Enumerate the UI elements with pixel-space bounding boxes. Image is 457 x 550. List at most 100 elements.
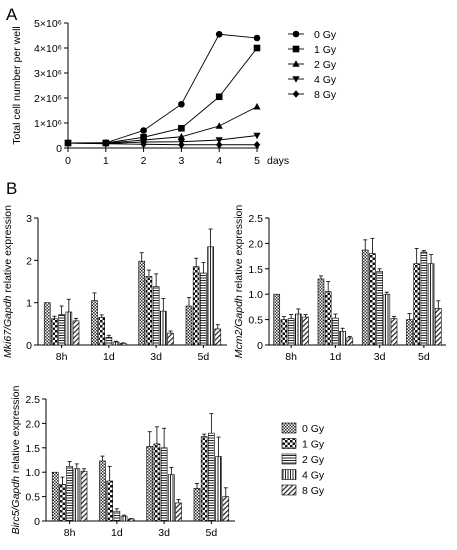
- bar-group: [66, 461, 73, 522]
- y-axis-label-gene: Mki67/Gapdh: [2, 295, 14, 358]
- bar-group: [339, 327, 346, 346]
- bar: [208, 432, 215, 522]
- series-line: [68, 47, 258, 144]
- bar: [80, 470, 88, 522]
- bar: [185, 305, 193, 346]
- bar: [91, 300, 98, 346]
- bar: [99, 460, 106, 522]
- bar-group: [146, 431, 154, 522]
- bar: [120, 515, 128, 522]
- bar: [152, 286, 160, 346]
- bar: [200, 436, 208, 522]
- bar-group: [43, 302, 51, 346]
- bar: [43, 302, 51, 346]
- bar-group: [273, 293, 281, 346]
- bar: [145, 276, 153, 346]
- bar-group: [324, 281, 332, 346]
- bar-group: [168, 466, 175, 522]
- x-tick-label: 5: [254, 155, 260, 167]
- series-2: [64, 102, 261, 147]
- legend-item: 0 Gy: [281, 422, 325, 435]
- bar: [160, 310, 167, 346]
- bar-group: [80, 468, 88, 522]
- bar: [317, 278, 325, 346]
- y-tick-label: 3×10⁶: [34, 68, 62, 80]
- y-tick-label: 4×10⁶: [34, 43, 62, 55]
- bar-group: [222, 487, 230, 522]
- bar-group: [434, 300, 442, 346]
- data-point: [178, 140, 185, 149]
- bar: [168, 474, 175, 522]
- data-point: [292, 76, 300, 83]
- x-tick-label: 8h: [285, 351, 297, 363]
- bar-group: [413, 248, 420, 346]
- legend-swatch: [281, 469, 297, 480]
- y-tick-label: 0: [34, 516, 40, 528]
- bar-group: [207, 228, 214, 346]
- data-point: [292, 30, 300, 38]
- bar: [65, 311, 73, 346]
- y-tick-label: 1.0: [25, 467, 40, 479]
- x-tick-label: 8h: [64, 527, 76, 539]
- bar: [413, 263, 420, 346]
- legend-item: 8 Gy: [281, 484, 325, 497]
- bar-group: [73, 463, 81, 522]
- legend-label: 4 Gy: [314, 74, 337, 86]
- bar: [98, 317, 105, 346]
- bar-group: [406, 313, 413, 346]
- legend-item: 2 Gy: [288, 59, 337, 71]
- legend-swatch: [281, 484, 297, 496]
- bar-group: [99, 455, 106, 522]
- legend-item: 1 Gy: [281, 438, 325, 451]
- data-point: [177, 132, 185, 140]
- data-point: [292, 45, 300, 53]
- y-tick-label: 3: [26, 213, 32, 225]
- y-tick-label: 2: [26, 255, 32, 267]
- bar-group: [98, 314, 105, 346]
- bar-group: [58, 305, 65, 346]
- y-tick-label: 2.5: [248, 213, 263, 225]
- data-point: [140, 140, 147, 149]
- bar-group: [167, 330, 174, 346]
- series-line: [67, 135, 258, 144]
- bar-group: [59, 476, 66, 522]
- x-tick-label: 3d: [150, 351, 162, 363]
- x-tick-label: 4: [216, 155, 222, 167]
- y-tick-label: 2.0: [248, 238, 263, 250]
- bar: [406, 319, 413, 346]
- data-point: [215, 137, 223, 144]
- bar-group: [214, 324, 222, 346]
- legend-item: 8 Gy: [288, 89, 337, 101]
- bar: [72, 320, 80, 346]
- x-tick-label: 1d: [330, 351, 342, 363]
- bar-group: [208, 413, 215, 522]
- bar-group: [302, 314, 309, 346]
- bar: [138, 260, 146, 346]
- y-tick-label: 1×10⁶: [34, 118, 62, 130]
- bar-group: [193, 483, 201, 522]
- bar: [160, 447, 168, 522]
- data-point: [102, 139, 110, 148]
- y-tick-label: 1.0: [248, 289, 263, 301]
- bar-group: [152, 273, 160, 346]
- bar: [119, 343, 127, 346]
- bar-group: [51, 315, 58, 346]
- bar: [214, 328, 222, 346]
- bar: [339, 330, 346, 346]
- bar: [361, 249, 369, 346]
- bar-group: [120, 514, 128, 522]
- bar-group: [175, 499, 182, 522]
- y-axis-label: Birc5/Gapdh relative expression: [10, 385, 22, 534]
- bar: [153, 443, 161, 522]
- bar-group: [51, 471, 59, 522]
- bar-group: [200, 262, 207, 346]
- data-point: [253, 132, 261, 140]
- bar-group: [127, 518, 135, 522]
- bar: [376, 271, 383, 346]
- data-point: [292, 90, 300, 98]
- bar: [58, 314, 65, 346]
- y-axis-label: Mki67/Gapdh relative expression: [2, 205, 14, 358]
- y-tick-label: 0.5: [248, 315, 263, 327]
- bar: [51, 318, 58, 346]
